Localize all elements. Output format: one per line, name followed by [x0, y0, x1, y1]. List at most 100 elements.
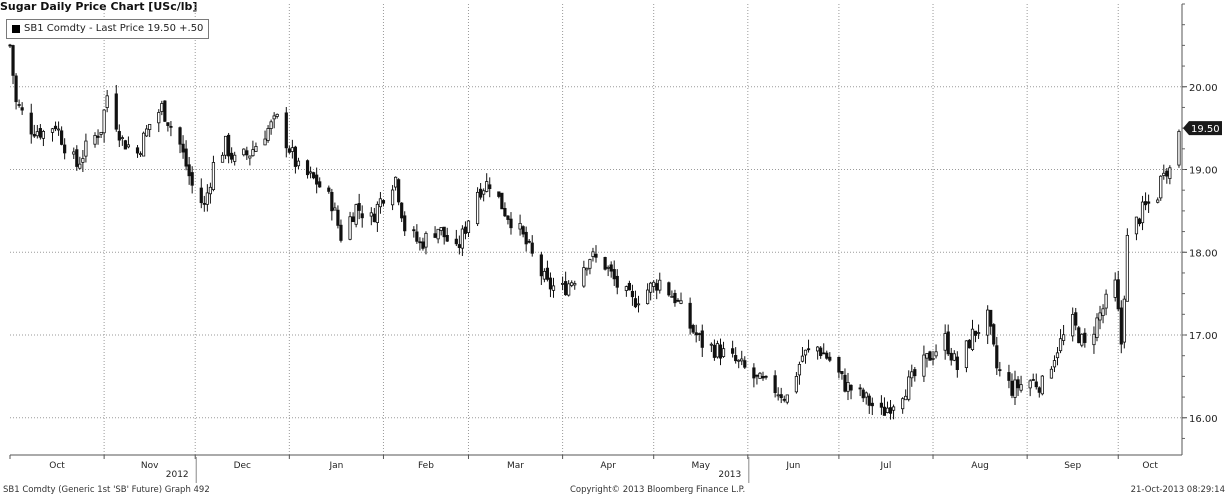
candle-body	[1061, 334, 1066, 341]
candle-body	[166, 122, 170, 126]
legend-label: SB1 Comdty - Last Price 19.50 +.50	[24, 23, 204, 34]
last-price-marker: 19.50	[1183, 121, 1222, 136]
candle-body	[1137, 218, 1142, 225]
candle-body	[630, 290, 635, 298]
candle-body	[126, 144, 131, 148]
candle-body	[913, 369, 917, 377]
candle-body	[806, 348, 811, 351]
candle-body	[315, 174, 319, 185]
candle-body	[992, 324, 996, 345]
candle-body	[1113, 279, 1117, 298]
candle-body	[624, 286, 628, 291]
candle-body	[102, 109, 106, 134]
candle-body	[308, 171, 313, 174]
candle-body	[646, 289, 650, 305]
legend-swatch	[12, 25, 20, 33]
candle-body	[846, 382, 850, 392]
candle-body	[272, 115, 276, 120]
candle-body	[822, 352, 826, 355]
candle-body	[466, 220, 471, 233]
candle-body	[615, 275, 619, 288]
candle-body	[114, 93, 118, 130]
candle-body	[211, 162, 216, 191]
candle-body	[970, 328, 975, 351]
year-label: 2013	[718, 470, 741, 480]
candle-body	[254, 146, 258, 152]
candle-body	[518, 222, 522, 230]
x-tick-label: Feb	[418, 461, 434, 471]
candle-body	[1119, 307, 1123, 345]
candle-body	[75, 149, 79, 167]
candle-body	[955, 356, 959, 370]
candle-body	[737, 359, 741, 362]
candle-body	[567, 283, 571, 296]
candle-body	[700, 330, 704, 348]
candle-body	[1010, 380, 1014, 396]
x-tick-label: Oct	[1142, 461, 1158, 471]
candle-body	[1055, 352, 1060, 359]
candle-body	[694, 332, 698, 336]
candle-body	[397, 179, 401, 203]
candle-body	[454, 238, 458, 245]
candle-body	[582, 267, 586, 287]
x-tick-label: Dec	[234, 461, 251, 471]
candle-body	[840, 371, 844, 375]
candle-body	[828, 356, 832, 361]
candle-body	[976, 332, 981, 334]
candle-body	[712, 344, 717, 358]
candle-body	[925, 353, 929, 359]
candle-body	[934, 351, 938, 357]
candle-body	[649, 282, 653, 293]
candle-body	[1168, 167, 1172, 179]
year-label: 2012	[166, 470, 189, 480]
candle-body	[378, 198, 383, 208]
candle-body	[570, 282, 574, 286]
candle-body	[1156, 199, 1160, 203]
candle-body	[718, 344, 723, 359]
candle-body	[135, 147, 140, 154]
candle-body	[1080, 333, 1084, 346]
candle-body	[38, 128, 42, 138]
candle-body	[93, 135, 97, 145]
candle-body	[967, 339, 972, 349]
candle-body	[202, 202, 206, 205]
candle-body	[199, 187, 203, 204]
candle-body	[479, 188, 483, 198]
candle-body	[375, 203, 379, 223]
candle-body	[943, 333, 947, 351]
candle-body	[612, 269, 616, 280]
candle-body	[1116, 279, 1120, 310]
candle-body	[1104, 293, 1108, 309]
candle-body	[907, 376, 911, 400]
candle-body	[885, 407, 890, 413]
x-tick-label: May	[691, 461, 710, 471]
y-tick-label: 18.00	[1189, 248, 1218, 259]
candle-body	[381, 200, 386, 204]
candle-body	[542, 270, 546, 280]
candle-body	[995, 345, 999, 369]
candle-body	[946, 331, 950, 355]
candle-body	[482, 190, 486, 195]
candle-body	[230, 152, 234, 160]
candle-body	[32, 133, 36, 137]
candle-body	[588, 259, 592, 269]
candle-body	[1013, 379, 1017, 398]
candle-body	[864, 392, 868, 398]
x-tick-label: Jan	[328, 461, 343, 471]
candle-body	[670, 295, 674, 298]
candle-body	[591, 251, 595, 257]
candle-body	[269, 121, 273, 129]
candle-body	[573, 283, 577, 286]
candle-body	[163, 100, 167, 122]
candle-body	[803, 349, 808, 356]
candle-body	[445, 235, 449, 242]
candle-body	[415, 231, 419, 242]
x-tick-label: Aug	[971, 461, 989, 471]
candle-body	[305, 160, 310, 176]
candle-body	[658, 279, 662, 291]
y-tick-label: 20.00	[1189, 83, 1218, 94]
candle-body	[41, 131, 45, 139]
footer-security-info: SB1 Comdty (Generic 1st 'SB' Future) Gra…	[3, 485, 210, 495]
candle-body	[251, 149, 255, 157]
candle-body	[891, 406, 896, 411]
